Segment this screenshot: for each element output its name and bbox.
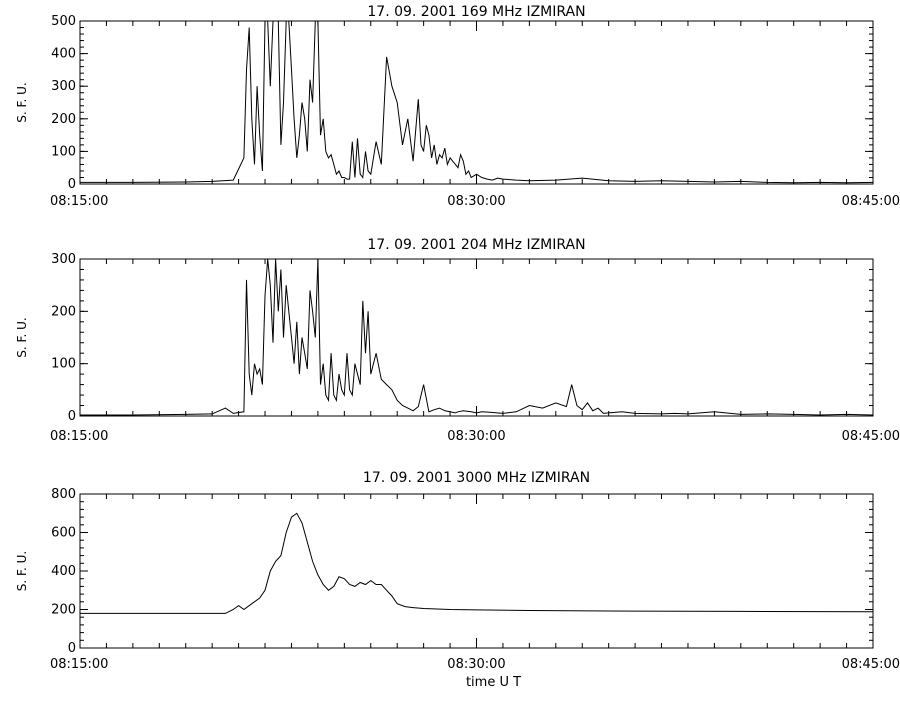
plot-frame: [79, 20, 874, 185]
y-tick-label: 0: [68, 177, 76, 192]
y-tick-label: 200: [51, 112, 76, 127]
x-tick-label: 08:30:00: [447, 194, 505, 209]
x-tick-label: 08:15:00: [50, 194, 108, 209]
series-line: [80, 21, 873, 184]
x-tick-label: 08:15:00: [50, 429, 108, 444]
chart-title: 17. 09. 2001 169 MHz IZMIRAN: [367, 4, 585, 20]
plot-frame: [79, 493, 874, 649]
y-tick-label: 500: [51, 14, 76, 29]
x-tick-label: 08:45:00: [842, 657, 900, 672]
chart-title: 17. 09. 2001 3000 MHz IZMIRAN: [363, 470, 590, 486]
y-tick-label: 0: [68, 641, 76, 656]
x-tick-label: 08:30:00: [447, 429, 505, 444]
plot-frame: [79, 258, 874, 417]
y-tick-label: 400: [51, 47, 76, 62]
y-axis-label: S. F. U.: [15, 317, 29, 357]
x-axis-label: time U T: [466, 675, 521, 690]
panel-2: 17. 09. 2001 204 MHz IZMIRAN S. F. U. 0 100…: [15, 237, 900, 444]
y-tick-label: 200: [51, 304, 76, 319]
x-tick-label: 08:45:00: [842, 194, 900, 209]
panel-1: 17. 09. 2001 169 MHz IZMIRAN S. F. U. 0 100…: [15, 4, 900, 209]
y-tick-label: 100: [51, 144, 76, 159]
y-axis-label: S. F. U.: [15, 551, 29, 591]
y-axis-label: S. F. U.: [15, 82, 29, 122]
y-tick-label: 300: [51, 252, 76, 267]
x-tick-label: 08:15:00: [50, 657, 108, 672]
y-tick-label: 0: [68, 409, 76, 424]
x-tick-label: 08:30:00: [447, 657, 505, 672]
chart-title: 17. 09. 2001 204 MHz IZMIRAN: [367, 237, 585, 253]
series-line: [80, 259, 873, 416]
y-tick-label: 400: [51, 564, 76, 579]
series-line: [80, 512, 873, 614]
y-tick-label: 800: [51, 487, 76, 502]
y-tick-label: 300: [51, 79, 76, 94]
y-tick-label: 200: [51, 603, 76, 618]
y-tick-label: 100: [51, 357, 76, 372]
panel-3: 17. 09. 2001 3000 MHz IZMIRAN S. F. U. 0 20…: [15, 470, 900, 690]
x-tick-label: 08:45:00: [842, 429, 900, 444]
y-tick-label: 600: [51, 526, 76, 541]
